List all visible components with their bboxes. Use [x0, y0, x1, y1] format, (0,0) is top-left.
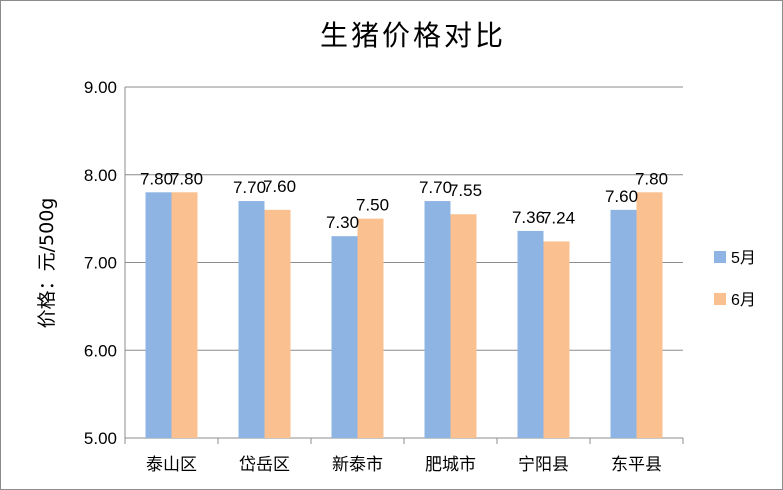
- category-label: 岱岳区: [239, 455, 290, 475]
- y-tick-label: 7.00: [84, 254, 117, 273]
- legend-swatch: [714, 293, 726, 305]
- data-label: 7.60: [605, 187, 638, 206]
- bars: [145, 192, 663, 438]
- data-label: 7.60: [263, 177, 296, 196]
- y-tick-label: 6.00: [84, 341, 117, 360]
- bar: [517, 230, 544, 438]
- category-label: 宁阳县: [518, 455, 569, 475]
- bar: [171, 192, 198, 438]
- y-axis-label: 价格：元/500g: [36, 198, 58, 329]
- bar: [610, 209, 637, 438]
- bar: [357, 218, 384, 438]
- category-labels: 泰山区 岱岳区 新泰市 肥城市 宁阳县 东平县: [146, 455, 662, 475]
- data-label: 7.80: [170, 169, 203, 188]
- bar: [424, 201, 451, 438]
- bar: [145, 192, 172, 438]
- bar: [331, 236, 358, 438]
- data-label: 7.80: [140, 169, 173, 188]
- legend-swatch: [714, 251, 726, 263]
- y-tick-label: 9.00: [84, 78, 117, 97]
- y-tick-label: 8.00: [84, 166, 117, 185]
- bar: [543, 241, 570, 438]
- data-label: 7.70: [419, 178, 452, 197]
- data-label: 7.70: [233, 178, 266, 197]
- legend-label: 5月: [731, 250, 756, 267]
- legend: 5月 6月: [714, 250, 756, 309]
- bar: [450, 214, 477, 438]
- y-tick-label: 5.00: [84, 429, 117, 448]
- data-label: 7.30: [326, 213, 359, 232]
- bar: [238, 201, 265, 438]
- category-label: 新泰市: [332, 455, 383, 475]
- bar: [636, 192, 663, 438]
- data-label: 7.80: [635, 169, 668, 188]
- y-tick-labels: 5.00 6.00 7.00 8.00 9.00: [84, 78, 117, 448]
- data-label: 7.50: [356, 196, 389, 215]
- gridlines: [125, 86, 683, 439]
- axes: [124, 87, 684, 444]
- data-label: 7.55: [449, 181, 482, 200]
- legend-label: 6月: [731, 292, 756, 309]
- chart-title: 生猪价格对比: [320, 19, 506, 52]
- category-label: 东平县: [611, 455, 662, 475]
- category-label: 泰山区: [146, 455, 197, 475]
- data-label: 7.24: [542, 208, 575, 227]
- data-label: 7.36: [512, 208, 545, 227]
- data-labels: 7.807.80 7.707.607.307.507.707.557.367.24…: [140, 169, 668, 232]
- category-label: 肥城市: [425, 455, 476, 475]
- bar: [264, 209, 291, 438]
